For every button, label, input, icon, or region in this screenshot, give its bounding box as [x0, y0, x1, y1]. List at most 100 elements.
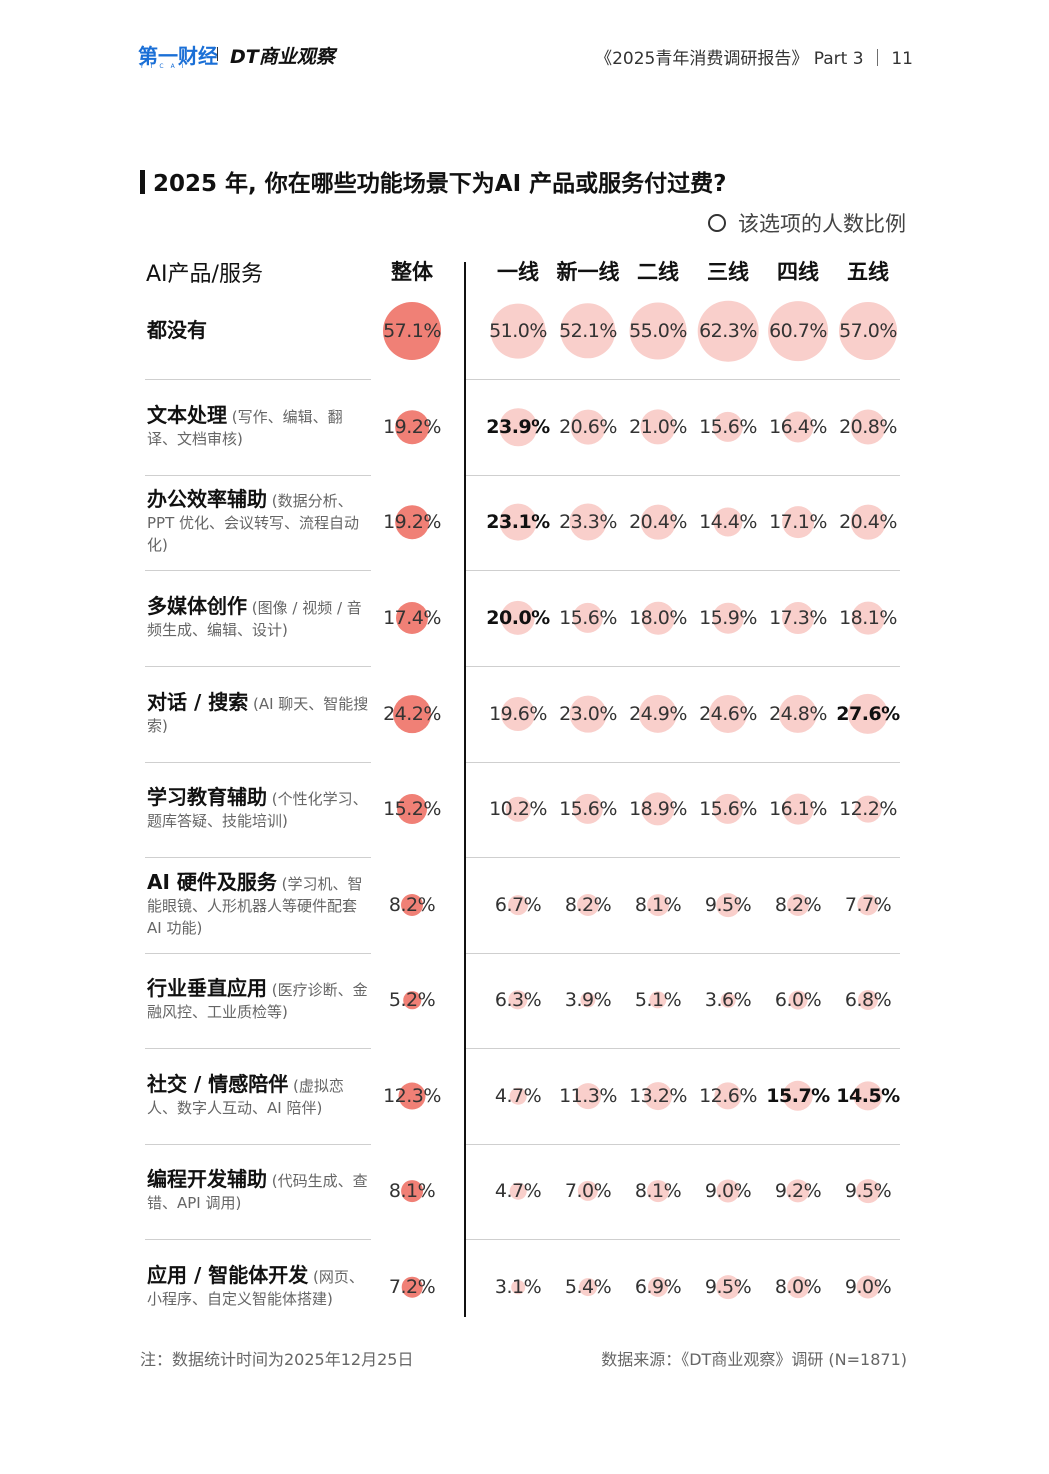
- value-label: 14.5%: [836, 1085, 900, 1107]
- row-label-note: (AI 聊天、智能搜索): [147, 695, 369, 735]
- row-label-main: 应用 / 智能体开发: [147, 1263, 309, 1287]
- data-cell: 6.9%: [620, 1257, 696, 1317]
- value-label: 57.0%: [839, 320, 897, 342]
- row-label: 对话 / 搜索 (AI 聊天、智能搜索): [147, 691, 372, 737]
- value-bubble: [570, 409, 606, 445]
- value-label: 17.4%: [383, 607, 441, 629]
- data-cell: 20.6%: [550, 397, 626, 457]
- data-cell: 5.1%: [620, 970, 696, 1030]
- title-bar: [140, 170, 145, 194]
- value-bubble: [499, 503, 537, 541]
- data-cell: 12.6%: [690, 1066, 766, 1126]
- value-bubble: [511, 1280, 525, 1294]
- data-cell: 8.2%: [374, 875, 450, 935]
- data-cell: 23.3%: [550, 492, 626, 552]
- value-bubble: [575, 1083, 601, 1109]
- row-label: 多媒体创作 (图像 / 视频 / 音频生成、编辑、设计): [147, 595, 372, 641]
- value-bubble: [490, 303, 546, 359]
- value-label: 18.1%: [839, 607, 897, 629]
- data-cell: 9.0%: [830, 1257, 906, 1317]
- row-label: 文本处理 (写作、编辑、翻译、文档审核): [147, 404, 372, 450]
- report-title: 《2025青年消费调研报告》 Part 3 ｜ 11: [595, 49, 913, 69]
- row-label: 都没有: [147, 319, 372, 343]
- value-bubble: [720, 992, 736, 1008]
- data-cell: 15.6%: [550, 588, 626, 648]
- value-bubble: [572, 602, 604, 634]
- value-label: 11.3%: [559, 1085, 617, 1107]
- value-bubble: [787, 1276, 809, 1298]
- row-separator: [145, 1239, 371, 1240]
- value-bubble: [560, 303, 616, 359]
- value-label: 3.1%: [494, 1276, 542, 1298]
- row-label-note: (图像 / 视频 / 音频生成、编辑、设计): [147, 599, 362, 639]
- value-label: 17.1%: [769, 511, 827, 533]
- value-label: 8.2%: [388, 894, 436, 916]
- row-label-main: AI 硬件及服务: [147, 870, 277, 894]
- value-label: 24.6%: [699, 703, 757, 725]
- value-label: 8.1%: [634, 1180, 682, 1202]
- value-label: 23.9%: [486, 416, 550, 438]
- row-separator: [466, 1048, 900, 1049]
- value-bubble: [508, 895, 528, 915]
- data-cell: 8.0%: [760, 1257, 836, 1317]
- data-cell: 6.3%: [480, 970, 556, 1030]
- value-bubble: [839, 302, 897, 360]
- value-bubble: [716, 893, 740, 917]
- data-cell: 16.4%: [760, 397, 836, 457]
- value-label: 57.1%: [383, 320, 441, 342]
- value-bubble: [857, 894, 879, 916]
- value-label: 5.4%: [564, 1276, 612, 1298]
- value-bubble: [383, 302, 441, 360]
- value-label: 9.2%: [774, 1180, 822, 1202]
- row-label-main: 多媒体创作: [147, 594, 247, 618]
- value-bubble: [787, 894, 809, 916]
- row-separator: [145, 1048, 371, 1049]
- row-separator: [145, 379, 371, 380]
- row-label-main: 社交 / 情感陪伴: [147, 1072, 289, 1096]
- value-bubble: [858, 990, 878, 1010]
- column-header: 二线: [637, 260, 679, 284]
- data-cell: 20.8%: [830, 397, 906, 457]
- data-cell: 3.9%: [550, 970, 626, 1030]
- value-bubble: [401, 1276, 423, 1298]
- value-label: 6.8%: [844, 989, 892, 1011]
- value-bubble: [647, 894, 669, 916]
- value-bubble: [505, 796, 531, 822]
- value-bubble: [713, 507, 743, 537]
- value-bubble: [629, 302, 687, 360]
- page-header: 第一财经 YICAI DT商业观察 《2025青年消费调研报告》 Part 3 …: [0, 0, 1049, 100]
- value-label: 6.9%: [634, 1276, 682, 1298]
- dt-logo: DT商业观察: [230, 46, 335, 68]
- data-cell: 6.0%: [760, 970, 836, 1030]
- row-separator: [466, 666, 900, 667]
- value-bubble: [393, 695, 431, 733]
- data-cell: 3.1%: [480, 1257, 556, 1317]
- row-label-main: 文本处理: [147, 403, 227, 427]
- value-label: 8.1%: [388, 1180, 436, 1202]
- data-cell: 14.4%: [690, 492, 766, 552]
- row-separator: [466, 953, 900, 954]
- value-label: 15.6%: [699, 798, 757, 820]
- value-label: 6.3%: [494, 989, 542, 1011]
- data-cell: 15.6%: [690, 397, 766, 457]
- value-label: 7.0%: [564, 1180, 612, 1202]
- data-cell: 7.7%: [830, 875, 906, 935]
- value-bubble: [716, 1275, 740, 1299]
- row-label: 社交 / 情感陪伴 (虚拟恋人、数字人互动、AI 陪伴): [147, 1073, 372, 1119]
- value-label: 20.8%: [839, 416, 897, 438]
- row-label: 行业垂直应用 (医疗诊断、金融风控、工业质检等): [147, 977, 372, 1023]
- value-label: 19.2%: [383, 511, 441, 533]
- value-label: 24.9%: [629, 703, 687, 725]
- value-bubble: [778, 694, 818, 734]
- row-label-main: 办公效率辅助: [147, 487, 267, 511]
- data-cell: 18.9%: [620, 779, 696, 839]
- value-label: 12.6%: [699, 1085, 757, 1107]
- value-label: 14.4%: [699, 511, 757, 533]
- column-header: 新一线: [556, 260, 620, 284]
- value-bubble: [641, 792, 675, 826]
- data-cell: 11.3%: [550, 1066, 626, 1126]
- footnote: 注：数据统计时间为2025年12月25日: [140, 1350, 414, 1369]
- row-label-note: (写作、编辑、翻译、文档审核): [147, 408, 343, 448]
- data-cell: 7.2%: [374, 1257, 450, 1317]
- value-label: 4.7%: [494, 1085, 542, 1107]
